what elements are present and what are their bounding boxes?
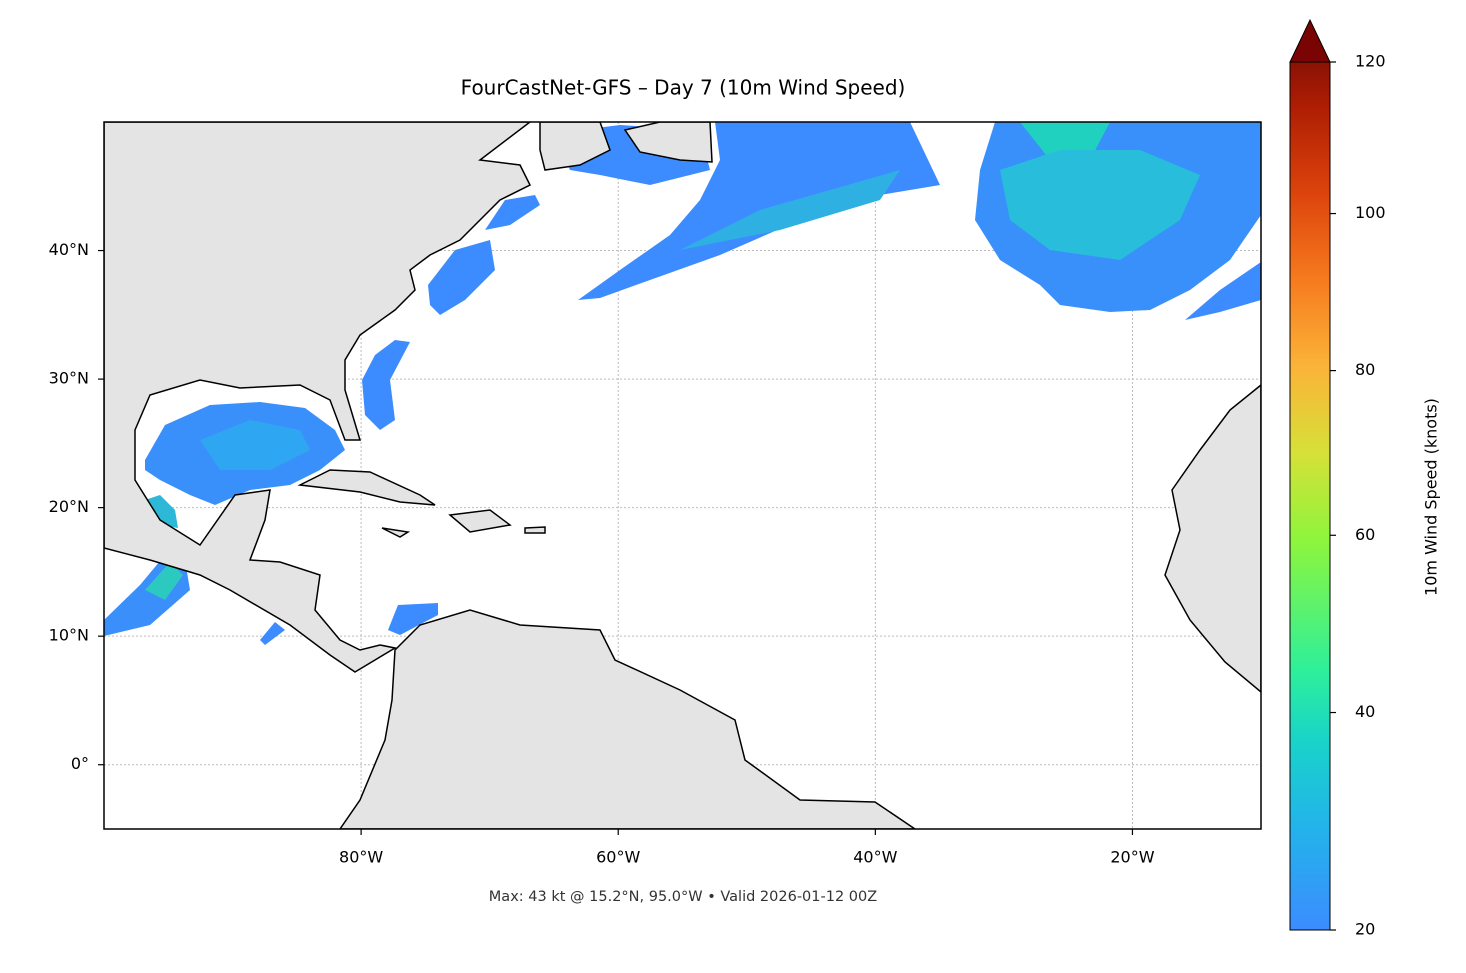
colorbar-gradient <box>1289 61 1331 931</box>
colorbar: 10m Wind Speed (knots) 20 40 60 80 100 120 <box>1289 18 1441 939</box>
y-tick-label: 30°N <box>49 369 89 388</box>
x-tick-label: 60°W <box>596 848 640 867</box>
y-tick-label: 10°N <box>49 626 89 645</box>
colorbar-tick-label: 100 <box>1355 203 1386 222</box>
x-tick-label: 40°W <box>853 848 897 867</box>
colorbar-tick-label: 40 <box>1355 702 1375 721</box>
colorbar-label: 10m Wind Speed (knots) <box>1422 398 1441 596</box>
annotation: Max: 43 kt @ 15.2°N, 95.0°W • Valid 2026… <box>489 889 877 905</box>
y-tick-label: 0° <box>71 754 89 773</box>
colorbar-tick-label: 20 <box>1355 920 1375 939</box>
wind-field <box>104 122 1261 645</box>
map-frame <box>103 121 1262 830</box>
colorbar-extension <box>1289 18 1331 63</box>
y-tick-label: 20°N <box>49 497 89 516</box>
colorbar-tick-label: 80 <box>1355 360 1375 379</box>
colorbar-tick-label: 120 <box>1355 52 1386 71</box>
chart-title: FourCastNet-GFS – Day 7 (10m Wind Speed) <box>461 76 906 100</box>
axes: 80°W 60°W 40°W 20°W 0° 10°N 20°N 30°N 40°N <box>49 240 1155 866</box>
land <box>104 122 1261 829</box>
y-tick-label: 40°N <box>49 240 89 259</box>
x-tick-label: 80°W <box>339 848 383 867</box>
x-tick-label: 20°W <box>1110 848 1154 867</box>
colorbar-tick-label: 60 <box>1355 525 1375 544</box>
